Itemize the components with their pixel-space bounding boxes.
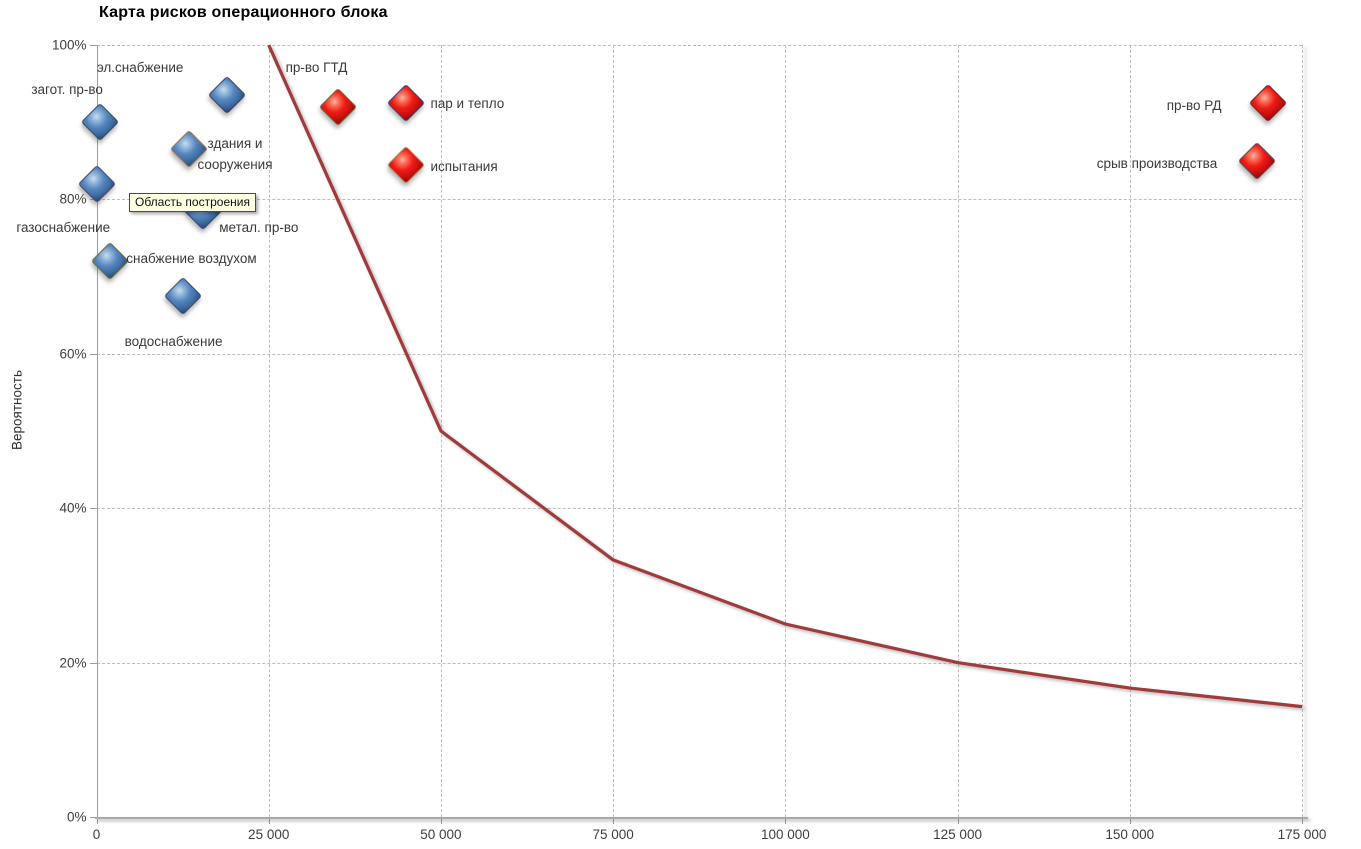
x-tick-mark [96,819,98,824]
y-tick-mark [89,662,97,664]
gridline-vertical [957,45,959,817]
gridline-horizontal [96,45,1302,46]
y-tick-mark [89,353,97,355]
data-point-label-3: газоснабжение [16,217,110,238]
data-point-label-5: метал. пр-во [219,217,298,238]
data-point-label-11: пр-во РД [1167,95,1222,116]
y-tick-label: 80% [59,191,87,207]
x-tick-label: 100 000 [760,827,810,842]
data-point-label-line: метал. пр-во [219,219,299,235]
x-tick-label: 125 000 [933,827,982,842]
x-tick-label: 175 000 [1277,827,1327,842]
data-point-label-line: эл.снабжение [96,60,184,76]
data-point-label-line: срыв производства [1096,155,1218,171]
y-tick-label: 40% [59,500,87,516]
x-tick-mark [785,819,787,824]
data-point-label-line: газоснабжение [16,219,111,235]
gridline-vertical [785,45,787,817]
y-tick-mark [89,817,97,818]
y-tick-label: 60% [59,346,87,362]
data-point-label-9: пар и тепло [430,93,504,114]
plot-area-tooltip: Область построения [129,193,256,212]
data-point-label-4: здания и сооружения [197,133,272,175]
data-point-label-12: срыв производства [1097,153,1218,174]
x-tick-mark [1302,819,1303,824]
gridline-vertical [613,45,615,817]
y-tick-label: 0% [66,809,87,825]
x-tick-mark [613,819,615,824]
gridline-horizontal [96,508,1302,510]
data-point-label-line: сооружения [197,157,273,173]
data-point-label-line: здания и [207,136,263,152]
data-point-label-2: эл.снабжение [97,57,184,78]
data-point-label-6: снабжение воздухом [126,248,256,269]
x-tick-mark [957,819,959,824]
data-point-label-line: пр-во ГТД [285,59,348,75]
gridline-horizontal [96,353,1302,355]
y-tick-mark [89,45,97,46]
data-point-label-line: пр-во РД [1166,97,1222,113]
x-tick-mark [268,819,270,824]
data-point-label-line: пар и тепло [430,95,505,111]
x-tick-label: 0 [92,827,101,842]
data-point-label-8: пр-во ГТД [286,57,348,78]
data-point-label-1: загот. пр-во [31,79,103,100]
gridline-horizontal [96,662,1302,664]
gridline-horizontal [96,199,1302,201]
data-point-label-line: загот. пр-во [31,82,103,98]
y-tick-mark [89,508,97,510]
data-point-label-line: испытания [430,158,498,174]
x-tick-label: 25 000 [248,827,290,842]
y-tick-label: 20% [59,655,87,671]
data-point-label-line: водоснабжение [124,333,223,349]
data-point-label-7: водоснабжение [125,331,223,352]
chart-title: Карта рисков операционного блока [99,4,388,21]
x-tick-label: 50 000 [420,827,462,842]
data-point-label-line: снабжение воздухом [126,251,257,267]
x-axis-line [94,817,1308,819]
x-tick-mark [1129,819,1131,824]
data-point-label-10: испытания [430,156,497,177]
y-axis-line [96,45,98,817]
x-tick-label: 150 000 [1105,827,1155,842]
gridline-vertical [1302,45,1303,817]
y-axis-title: Вероятность [9,370,25,450]
y-tick-label: 100% [51,37,87,53]
x-tick-label: 75 000 [592,827,634,842]
x-tick-mark [440,819,442,824]
